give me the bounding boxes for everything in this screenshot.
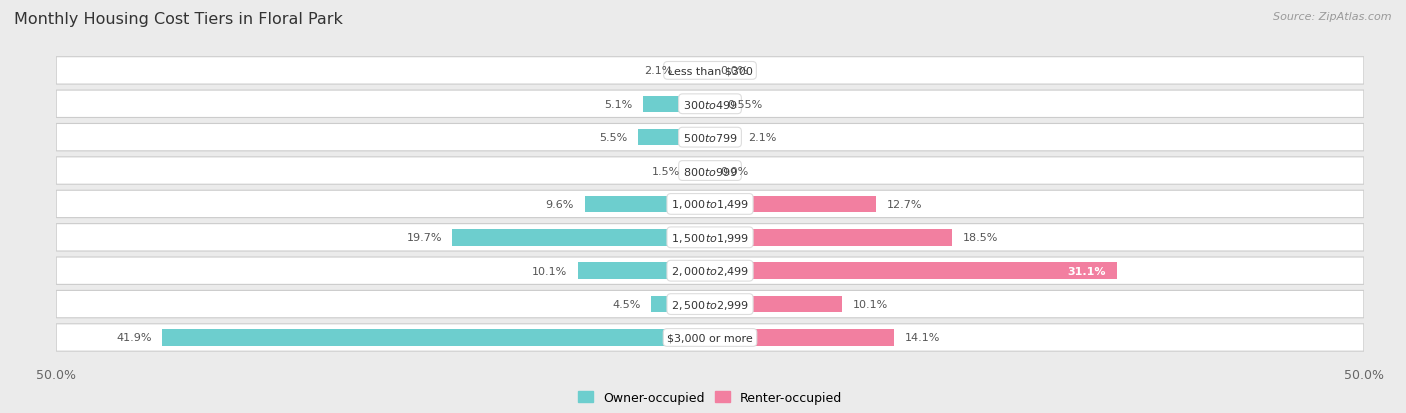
Text: 9.6%: 9.6% bbox=[546, 199, 574, 209]
Text: Less than $300: Less than $300 bbox=[668, 66, 752, 76]
FancyBboxPatch shape bbox=[56, 191, 1364, 218]
FancyBboxPatch shape bbox=[56, 57, 1364, 85]
Text: 10.1%: 10.1% bbox=[852, 299, 887, 309]
Text: 0.55%: 0.55% bbox=[728, 100, 763, 109]
Text: 5.5%: 5.5% bbox=[599, 133, 627, 143]
Text: 14.1%: 14.1% bbox=[905, 333, 941, 343]
Text: 12.7%: 12.7% bbox=[887, 199, 922, 209]
Text: 2.1%: 2.1% bbox=[748, 133, 776, 143]
Text: $1,500 to $1,999: $1,500 to $1,999 bbox=[671, 231, 749, 244]
FancyBboxPatch shape bbox=[56, 91, 1364, 118]
Text: 19.7%: 19.7% bbox=[406, 233, 441, 243]
Text: 18.5%: 18.5% bbox=[962, 233, 998, 243]
Text: 4.5%: 4.5% bbox=[613, 299, 641, 309]
Text: $800 to $999: $800 to $999 bbox=[682, 165, 738, 177]
Bar bbox=[578, 263, 710, 279]
Text: $2,000 to $2,499: $2,000 to $2,499 bbox=[671, 265, 749, 278]
FancyBboxPatch shape bbox=[56, 291, 1364, 318]
Text: 41.9%: 41.9% bbox=[117, 333, 152, 343]
Text: $2,500 to $2,999: $2,500 to $2,999 bbox=[671, 298, 749, 311]
Bar bbox=[710, 96, 717, 113]
Bar bbox=[710, 196, 876, 213]
Bar bbox=[710, 296, 842, 313]
Bar bbox=[710, 330, 894, 346]
Bar bbox=[651, 296, 710, 313]
FancyBboxPatch shape bbox=[56, 224, 1364, 252]
Bar bbox=[690, 163, 710, 179]
Bar bbox=[638, 130, 710, 146]
Text: 10.1%: 10.1% bbox=[533, 266, 568, 276]
Text: Monthly Housing Cost Tiers in Floral Park: Monthly Housing Cost Tiers in Floral Par… bbox=[14, 12, 343, 27]
Text: 2.1%: 2.1% bbox=[644, 66, 672, 76]
FancyBboxPatch shape bbox=[56, 257, 1364, 285]
Text: 31.1%: 31.1% bbox=[1067, 266, 1107, 276]
Text: 0.0%: 0.0% bbox=[720, 166, 749, 176]
Text: $300 to $499: $300 to $499 bbox=[682, 99, 738, 111]
Bar bbox=[453, 230, 710, 246]
Bar bbox=[585, 196, 710, 213]
Text: 1.5%: 1.5% bbox=[652, 166, 681, 176]
FancyBboxPatch shape bbox=[56, 157, 1364, 185]
Bar bbox=[710, 263, 1116, 279]
Text: Source: ZipAtlas.com: Source: ZipAtlas.com bbox=[1274, 12, 1392, 22]
Text: 0.0%: 0.0% bbox=[720, 66, 749, 76]
FancyBboxPatch shape bbox=[56, 124, 1364, 152]
Bar bbox=[710, 230, 952, 246]
Legend: Owner-occupied, Renter-occupied: Owner-occupied, Renter-occupied bbox=[574, 386, 846, 409]
Text: $500 to $799: $500 to $799 bbox=[682, 132, 738, 144]
Bar bbox=[162, 330, 710, 346]
Text: $3,000 or more: $3,000 or more bbox=[668, 333, 752, 343]
Bar bbox=[682, 63, 710, 79]
Text: $1,000 to $1,499: $1,000 to $1,499 bbox=[671, 198, 749, 211]
Bar bbox=[644, 96, 710, 113]
Bar bbox=[710, 130, 738, 146]
FancyBboxPatch shape bbox=[56, 324, 1364, 351]
Text: 5.1%: 5.1% bbox=[605, 100, 633, 109]
